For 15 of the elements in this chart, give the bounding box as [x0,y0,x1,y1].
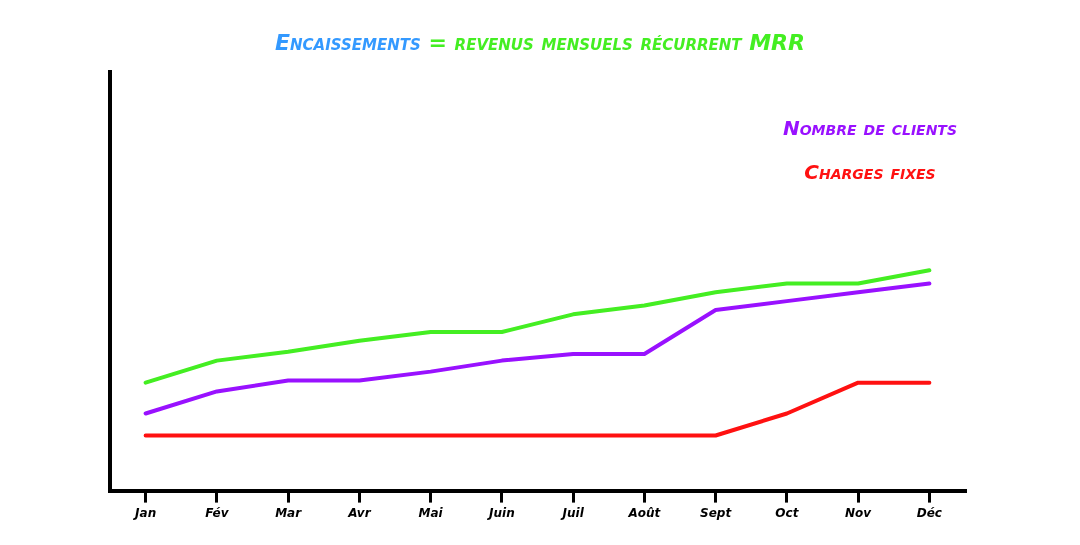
x-tick-label: Nov [845,505,873,520]
x-tick-label: Fév [205,505,230,520]
chart-title: Encaissements = revenus mensuels récurrent MRR [274,30,805,55]
x-tick-label: Avr [347,505,372,520]
text: Nombre de clients [782,115,958,141]
x-tick-label: Sept [700,505,733,520]
x-tick-label: Juin [487,505,515,520]
x-tick-label: Mai [418,505,444,520]
x-tick-label: Août [627,505,662,520]
x-tick-label: Jan [133,505,157,520]
x-tick-label: Mar [275,505,303,520]
x-tick-label: Déc [916,505,942,520]
x-tick-label: Oct [775,505,800,520]
text: Charges fixes [803,159,937,185]
x-tick-label: Juil [560,505,585,520]
